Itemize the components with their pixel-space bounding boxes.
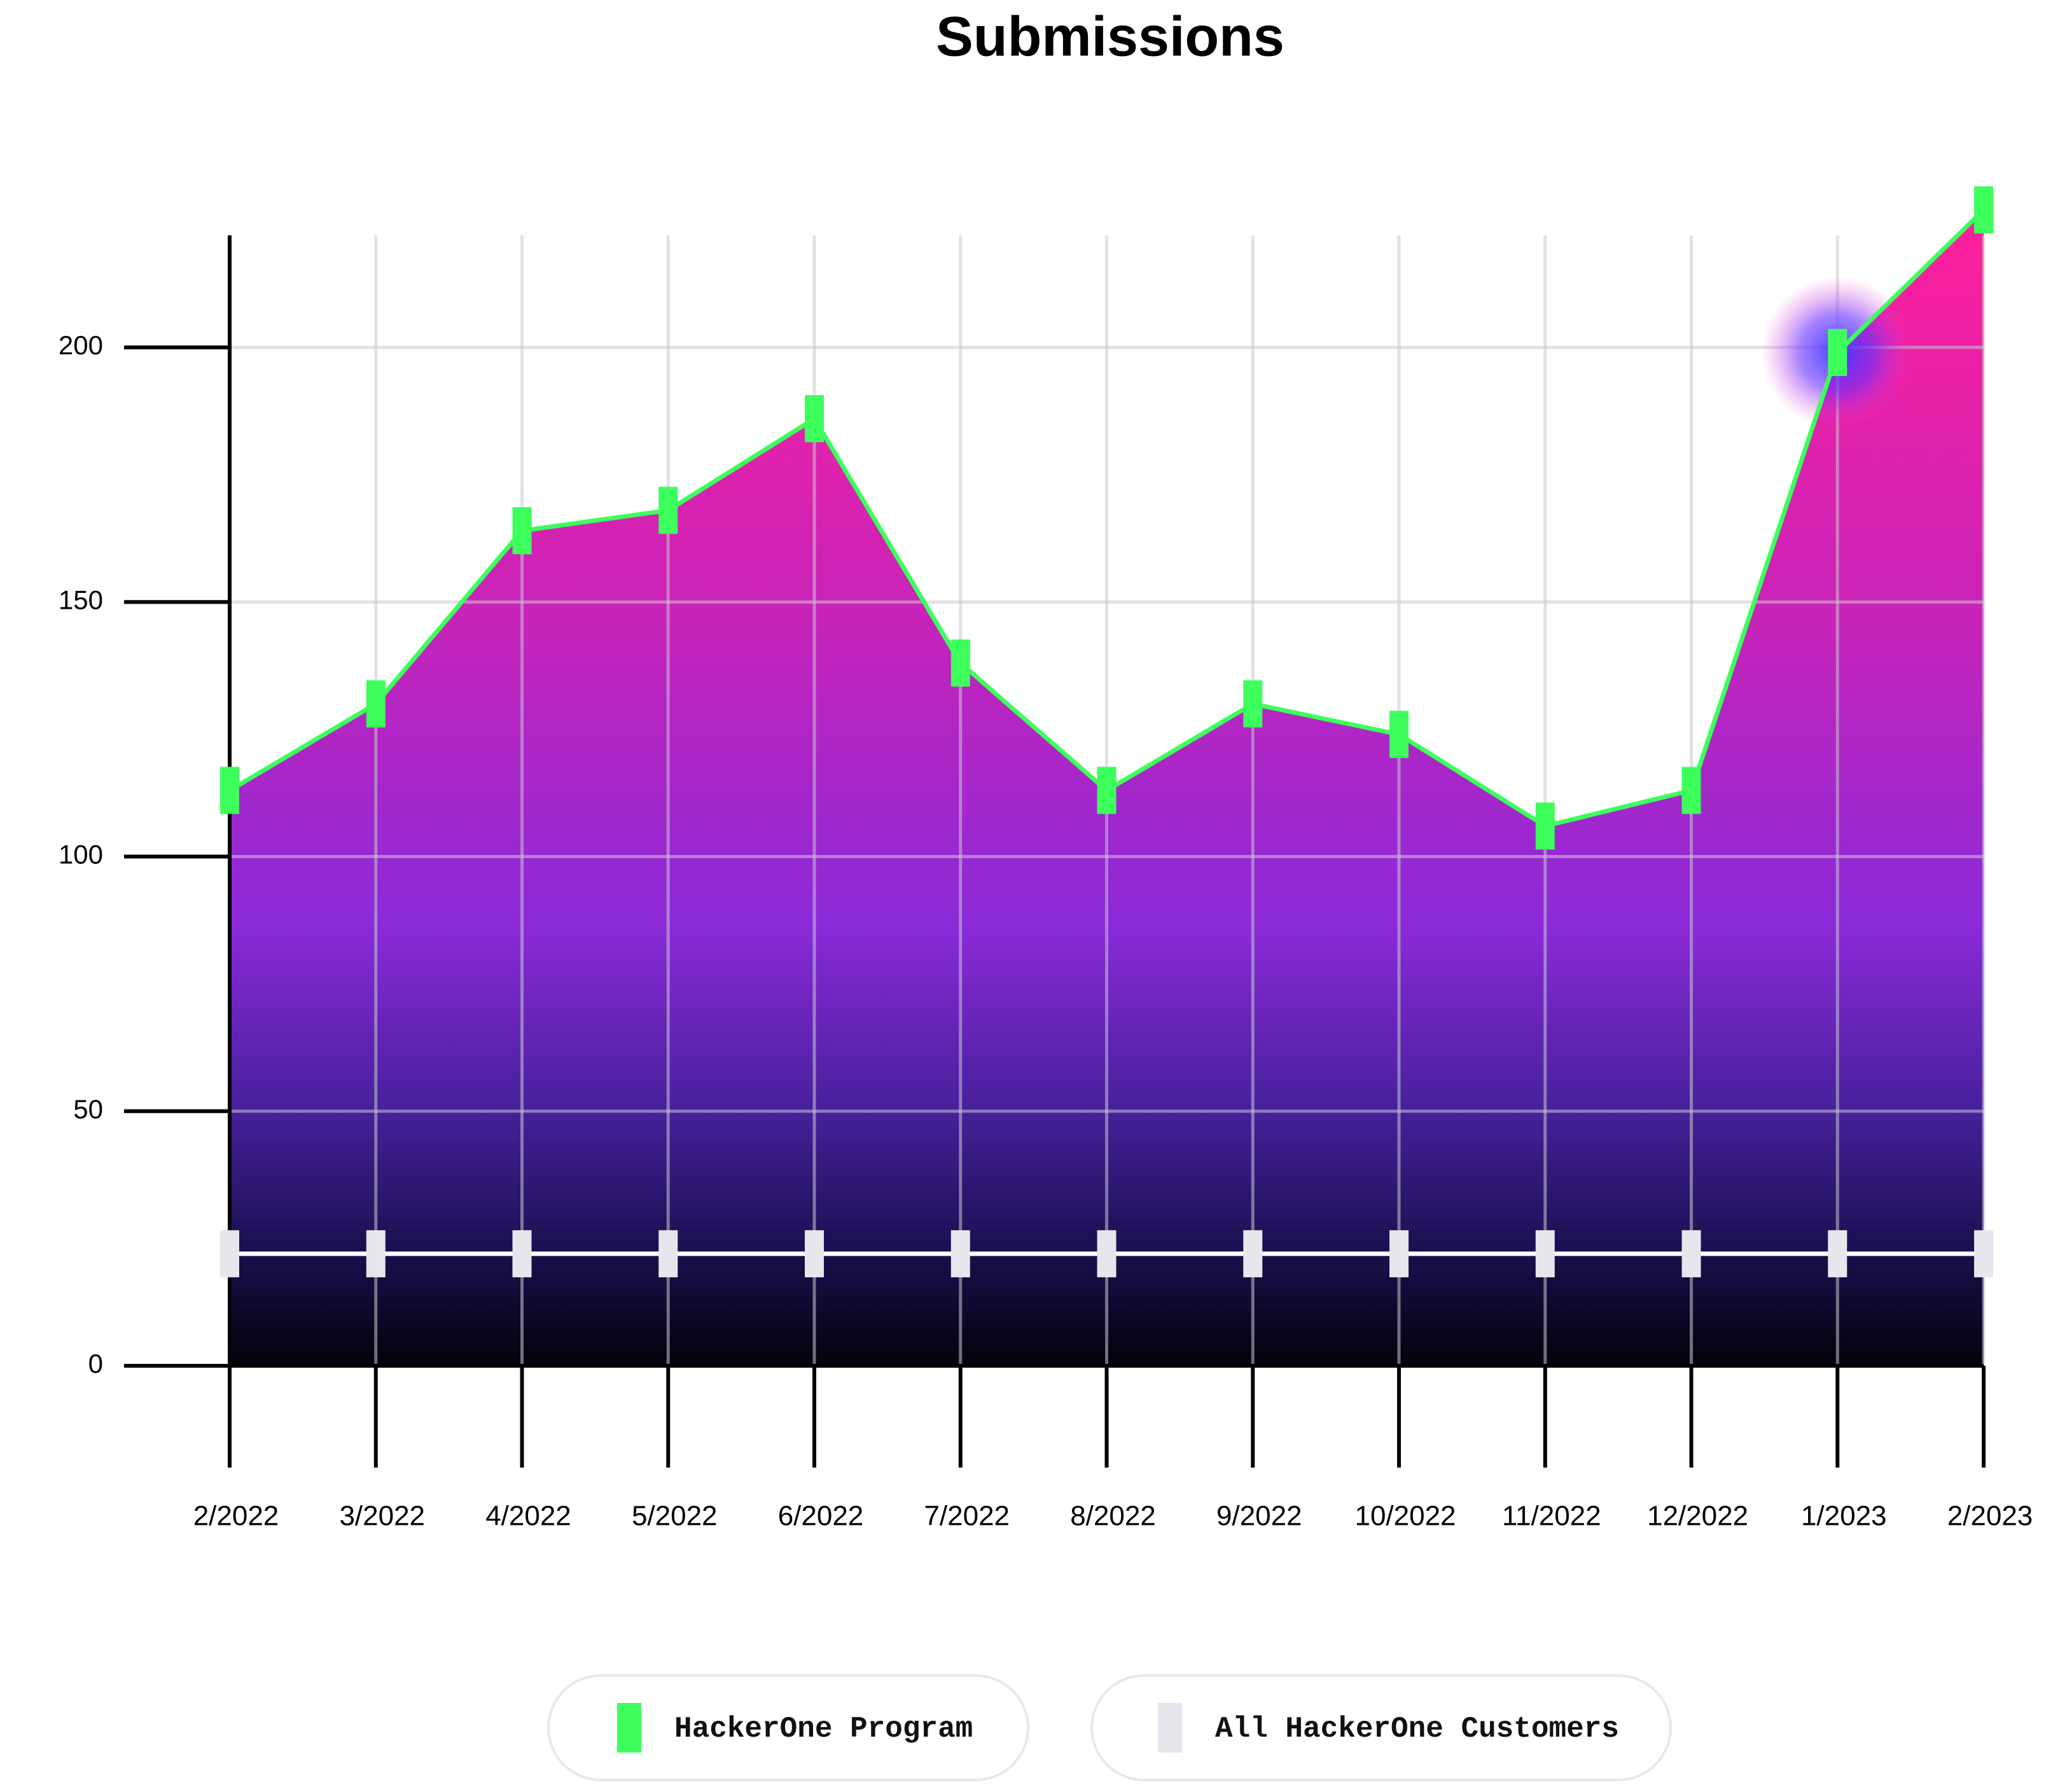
point-marker [1389, 711, 1409, 758]
y-tick-label: 150 [59, 585, 103, 615]
y-tick-label: 0 [88, 1349, 103, 1379]
y-tick-label: 100 [59, 840, 103, 870]
point-marker [805, 1230, 824, 1277]
legend: HackerOne Program All HackerOne Customers [547, 1674, 1672, 1781]
y-tick-label: 200 [59, 330, 103, 360]
x-tick-label: 10/2022 [1354, 1501, 1456, 1532]
point-marker [366, 1230, 386, 1277]
legend-swatch [1158, 1703, 1182, 1753]
x-tick-label: 1/2023 [1801, 1501, 1887, 1532]
x-tick-label: 11/2022 [1502, 1501, 1601, 1532]
point-marker [1974, 1230, 1993, 1277]
x-tick-label: 9/2022 [1216, 1501, 1302, 1532]
point-marker [1681, 767, 1701, 814]
x-tick-label: 3/2022 [339, 1501, 425, 1532]
point-marker [1097, 1230, 1117, 1277]
point-marker [1535, 802, 1555, 850]
point-marker [512, 1230, 532, 1277]
x-tick-label: 2/2022 [193, 1501, 279, 1532]
legend-pill [1090, 1674, 1672, 1781]
legend-pill [547, 1674, 1029, 1781]
x-tick-label: 4/2022 [485, 1501, 571, 1532]
y-tick-label: 50 [73, 1094, 103, 1124]
point-marker [366, 680, 386, 728]
x-tick-label: 12/2022 [1647, 1501, 1748, 1532]
legend-swatch [617, 1703, 641, 1753]
point-marker [1681, 1230, 1701, 1277]
point-marker [220, 767, 239, 814]
point-marker [1097, 767, 1117, 814]
point-marker [1828, 1230, 1848, 1277]
x-tick-label: 2/2023 [1947, 1501, 2033, 1532]
legend-label: All HackerOne Customers [1215, 1712, 1619, 1746]
point-marker [950, 1230, 970, 1277]
x-tick-label: 5/2022 [632, 1501, 718, 1532]
point-marker [658, 1230, 678, 1277]
point-marker [1389, 1230, 1409, 1277]
point-marker [1974, 186, 1993, 233]
point-marker [512, 507, 532, 555]
legend-label: HackerOne Program [674, 1712, 973, 1746]
point-marker [220, 1230, 239, 1277]
point-marker [1828, 329, 1848, 377]
x-tick-label: 7/2022 [924, 1501, 1010, 1532]
x-tick-label: 8/2022 [1070, 1501, 1156, 1532]
x-tick-label: 6/2022 [778, 1501, 864, 1532]
point-marker [805, 395, 824, 443]
point-marker [1243, 1230, 1263, 1277]
point-marker [658, 487, 678, 534]
chart-title: Submissions [936, 4, 1284, 67]
point-marker [1535, 1230, 1555, 1277]
point-marker [1243, 680, 1263, 728]
point-marker [950, 639, 970, 687]
